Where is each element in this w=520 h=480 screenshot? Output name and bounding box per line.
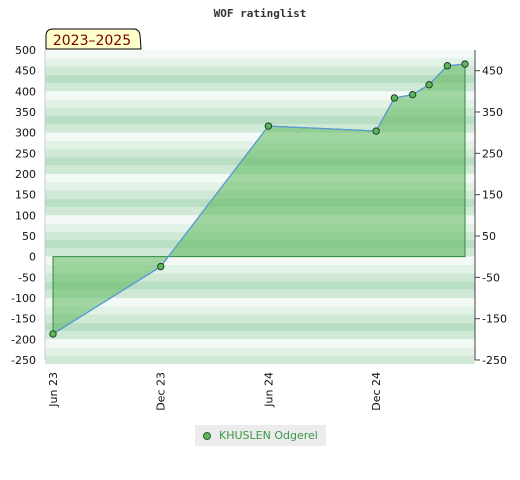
y-tick-label-left: 500: [15, 44, 36, 57]
background-band: [45, 58, 475, 67]
rating-point: [157, 262, 165, 271]
background-band: [45, 347, 475, 356]
y-tick-label-left: -150: [11, 313, 36, 326]
y-tick-label-left: -200: [11, 333, 36, 346]
y-tick-label-right: -250: [482, 354, 507, 367]
period-label: 2023–2025: [45, 28, 142, 50]
x-tick-label: Jun 23: [47, 372, 60, 408]
background-band: [45, 331, 475, 340]
background-band: [45, 256, 475, 265]
background-band: [45, 281, 475, 290]
period-label-text: 2023–2025: [53, 33, 131, 49]
x-axis: Jun 23 Dec 23 Jun 24 Dec 24: [47, 372, 383, 411]
background-band: [45, 83, 475, 92]
background-band: [45, 124, 475, 133]
y-tick-label-left: 250: [15, 147, 36, 160]
background-band: [45, 355, 475, 365]
background-band: [45, 264, 475, 274]
y-tick-label-left: -50: [18, 271, 36, 284]
x-tick-label: Jun 24: [262, 372, 275, 408]
legend: KHUSLEN Odgerel: [195, 425, 326, 446]
rating-point: [372, 127, 380, 135]
y-tick-label-right: 250: [482, 147, 503, 160]
y-tick-label-left: -100: [11, 292, 36, 305]
period-label-box: [45, 28, 142, 50]
background-band: [45, 306, 475, 315]
y-tick-label-right: 450: [482, 65, 503, 78]
y-tick-label-left: 150: [15, 189, 36, 202]
rating-point: [49, 330, 57, 338]
y-tick-label-left: 450: [15, 65, 36, 78]
background-band: [45, 116, 475, 125]
rating-point: [461, 60, 469, 68]
y-tick-label-left: 100: [15, 209, 36, 222]
y-tick-label-left: 350: [15, 106, 36, 119]
y-tick-label-left: -250: [11, 354, 36, 367]
rating-points: [49, 60, 469, 338]
y-tick-label-right: -50: [482, 271, 500, 284]
x-tick-label: Dec 23: [155, 372, 168, 411]
rating-point: [408, 90, 417, 99]
y-tick-label-left: 0: [29, 251, 36, 264]
rating-point: [425, 81, 433, 89]
y-tick-label-right: 150: [482, 189, 503, 202]
background-band: [45, 298, 475, 307]
y-tick-label-left: 400: [15, 85, 36, 98]
chart-title: WOF ratinglist: [214, 7, 307, 20]
y-tick-label-right: 350: [482, 106, 503, 119]
background-band: [45, 339, 475, 348]
y-tick-label-right: -150: [482, 313, 507, 326]
background-band: [45, 273, 475, 282]
background-band: [45, 74, 475, 84]
y-tick-label-left: 50: [22, 230, 36, 243]
rating-point: [264, 122, 273, 130]
y-axis-left: 500450400350300250200150100500-50-100-15…: [11, 44, 46, 367]
rating-point: [390, 94, 399, 102]
background-band: [45, 99, 475, 108]
background-band: [45, 66, 475, 75]
x-tick-label: Dec 24: [370, 372, 383, 411]
y-tick-label-left: 300: [15, 127, 36, 140]
background-band: [45, 289, 475, 298]
y-tick-label-right: 50: [482, 230, 496, 243]
background-band: [45, 322, 475, 332]
rating-point: [443, 62, 452, 70]
legend-label: KHUSLEN Odgerel: [219, 429, 318, 442]
legend-marker: [203, 431, 211, 440]
background-band: [45, 50, 475, 59]
y-tick-label-left: 200: [15, 168, 36, 181]
background-band: [45, 107, 475, 117]
background-band: [45, 314, 475, 323]
y-axis-right: 450 350 250 150 50 -50 -150 -250: [474, 50, 507, 367]
background-band: [45, 91, 475, 100]
